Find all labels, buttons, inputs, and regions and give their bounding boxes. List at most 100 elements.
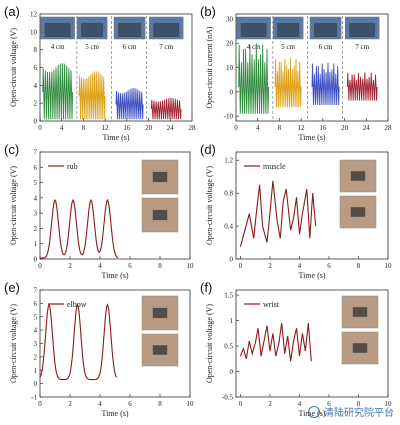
x-tick-label: 4 xyxy=(60,124,64,132)
segment-label: 4 cm xyxy=(51,43,65,51)
y-tick-label: 2 xyxy=(34,100,38,108)
setup-photo-detail xyxy=(277,23,300,37)
x-tick-label: 4 xyxy=(298,262,302,270)
x-tick-label: 8 xyxy=(158,400,162,408)
series-line xyxy=(78,71,106,120)
y-tick-label: 7 xyxy=(34,149,38,157)
setup-photo-detail xyxy=(240,23,267,37)
y-tick-label: 20 xyxy=(226,40,234,48)
x-tick-label: 8 xyxy=(357,262,361,270)
x-tick-label: 0 xyxy=(234,124,238,132)
panel-d: (d) 0 2 4 6 8 10 0 0.4 0.8 1.2 Time (s) Open-circuit… xyxy=(200,142,392,280)
panel-c: (c) 0 2 4 6 8 10 0 1 2 3 4 5 6 7 Time (s) Open-circuit v… xyxy=(4,142,194,280)
series-line xyxy=(239,180,317,247)
segment-label: 5 cm xyxy=(85,43,99,51)
y-tick-label: 1.2 xyxy=(224,157,233,165)
x-tick-label: 8 xyxy=(82,124,86,132)
y-tick-label: 0 xyxy=(34,380,38,388)
panel-letter: (a) xyxy=(4,4,20,19)
y-axis-label: Open-circuit voltage (V) xyxy=(9,304,18,383)
series-line xyxy=(150,97,182,120)
y-tick-label: -10 xyxy=(224,113,234,121)
y-axis-label: Open-circuit voltage (V) xyxy=(9,28,18,107)
x-tick-label: 10 xyxy=(187,262,195,270)
body-photo xyxy=(141,333,179,367)
sensor-patch xyxy=(350,207,366,217)
sensor-patch xyxy=(352,343,368,353)
x-tick-label: 24 xyxy=(363,124,371,132)
y-tick-label: 1 xyxy=(34,367,38,375)
y-tick-label: 0.4 xyxy=(224,223,233,231)
x-tick-label: 2 xyxy=(68,400,72,408)
x-tick-label: 10 xyxy=(385,262,393,270)
setup-photo-detail xyxy=(44,23,71,37)
plot-frame xyxy=(235,289,389,398)
x-tick-label: 4 xyxy=(98,400,102,408)
x-tick-label: 4 xyxy=(98,262,102,270)
x-tick-label: 0 xyxy=(38,400,42,408)
y-tick-label: 30 xyxy=(226,15,234,23)
y-tick-label: -1 xyxy=(31,394,37,402)
x-tick-label: 10 xyxy=(187,400,195,408)
y-tick-label: 0.8 xyxy=(224,190,233,198)
segment-label: 6 cm xyxy=(123,43,137,51)
series-line xyxy=(39,303,117,381)
y-tick-label: 5 xyxy=(34,179,38,187)
segment-label: 4 cm xyxy=(247,43,261,51)
y-tick-label: 2 xyxy=(34,225,38,233)
series-line xyxy=(115,87,144,120)
x-tick-label: 12 xyxy=(298,124,306,132)
x-tick-label: 10 xyxy=(385,400,393,408)
y-tick-label: -0.5 xyxy=(222,394,234,402)
segment-label: 6 cm xyxy=(319,43,333,51)
y-tick-label: 2 xyxy=(34,353,38,361)
x-tick-label: 0 xyxy=(38,262,42,270)
x-tick-label: 2 xyxy=(68,262,72,270)
x-axis-label: Time (s) xyxy=(101,271,128,280)
y-tick-label: 0 xyxy=(230,368,234,376)
setup-photo-detail xyxy=(314,23,338,37)
x-tick-label: 6 xyxy=(128,400,132,408)
x-tick-label: 0 xyxy=(239,400,243,408)
x-tick-label: 6 xyxy=(327,262,331,270)
y-tick-label: 7 xyxy=(34,287,38,295)
y-tick-label: 8 xyxy=(34,46,38,54)
sensor-patch xyxy=(152,345,168,355)
x-tick-label: 28 xyxy=(385,124,393,132)
y-tick-label: 6 xyxy=(34,64,38,72)
sensor-patch xyxy=(350,171,366,181)
sensor-patch xyxy=(152,307,168,319)
x-tick-label: 16 xyxy=(123,124,131,132)
y-tick-label: 0.5 xyxy=(224,343,233,351)
y-tick-label: 0 xyxy=(230,88,234,96)
y-axis-label: Open-circuit voltage (V) xyxy=(9,166,18,245)
x-tick-label: 0 xyxy=(239,262,243,270)
series-line xyxy=(238,43,270,114)
segment-label: 7 cm xyxy=(355,43,369,51)
series-line xyxy=(42,63,74,120)
y-tick-label: 0 xyxy=(230,256,234,264)
y-tick-label: 3 xyxy=(34,340,38,348)
y-tick-label: 4 xyxy=(34,194,38,202)
setup-photo-detail xyxy=(81,23,104,37)
y-tick-label: 4 xyxy=(34,327,38,335)
watermark-icon xyxy=(308,405,320,418)
x-tick-label: 2 xyxy=(268,400,272,408)
y-tick-label: 1 xyxy=(230,317,234,325)
x-axis-label: Time (s) xyxy=(298,271,325,280)
sensor-patch xyxy=(152,209,168,221)
x-axis-label: Time (s) xyxy=(101,409,128,418)
y-tick-label: 3 xyxy=(34,210,38,218)
legend-label: wrist xyxy=(263,300,280,309)
segment-label: 7 cm xyxy=(159,43,173,51)
y-tick-label: 6 xyxy=(34,300,38,308)
y-tick-label: 0 xyxy=(34,118,38,126)
plot-frame xyxy=(39,151,191,260)
legend-label: elbow xyxy=(67,300,87,309)
panel-letter: (e) xyxy=(4,280,20,295)
panel-letter: (f) xyxy=(200,280,212,295)
y-tick-label: 12 xyxy=(30,11,38,19)
x-tick-label: 12 xyxy=(102,124,110,132)
